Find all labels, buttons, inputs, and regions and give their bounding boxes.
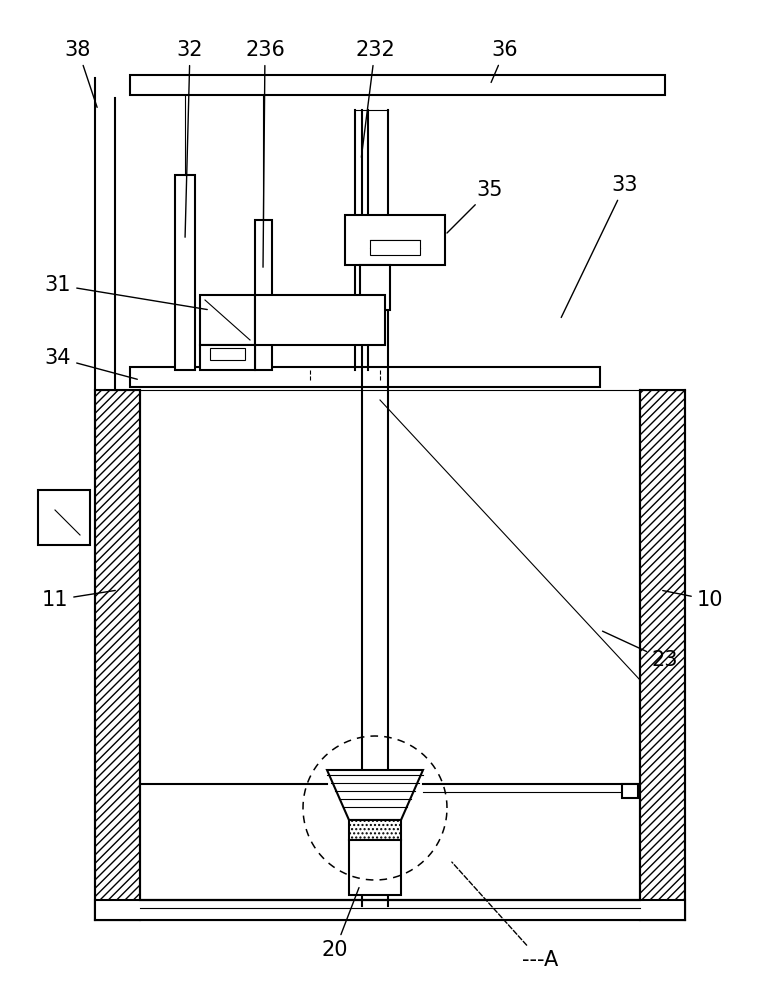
Bar xyxy=(38,490,90,545)
Text: 23: 23 xyxy=(603,631,678,670)
Bar xyxy=(360,265,390,310)
Polygon shape xyxy=(327,770,423,820)
Bar xyxy=(622,784,638,798)
Text: 32: 32 xyxy=(176,40,203,237)
Bar xyxy=(95,390,140,920)
Bar xyxy=(370,240,420,255)
Text: 11: 11 xyxy=(41,590,115,610)
Bar xyxy=(255,295,385,345)
Bar xyxy=(640,390,685,920)
Text: 34: 34 xyxy=(44,348,137,379)
Bar xyxy=(255,220,272,370)
Text: 38: 38 xyxy=(65,40,97,107)
Bar xyxy=(200,295,255,345)
Bar xyxy=(345,215,445,265)
Bar xyxy=(130,75,665,95)
Text: 10: 10 xyxy=(663,590,723,610)
Text: ---A: ---A xyxy=(452,862,558,970)
Bar xyxy=(349,840,401,895)
Text: 33: 33 xyxy=(561,175,638,317)
Bar xyxy=(210,348,245,360)
Bar xyxy=(349,820,401,840)
Text: 36: 36 xyxy=(491,40,518,82)
Bar xyxy=(175,175,195,370)
Bar xyxy=(200,345,255,370)
Bar xyxy=(95,900,685,920)
Bar xyxy=(130,367,600,387)
Text: 20: 20 xyxy=(321,888,359,960)
Text: 35: 35 xyxy=(447,180,503,233)
Text: 236: 236 xyxy=(245,40,285,267)
Text: 31: 31 xyxy=(44,275,207,310)
Text: 232: 232 xyxy=(355,40,395,157)
